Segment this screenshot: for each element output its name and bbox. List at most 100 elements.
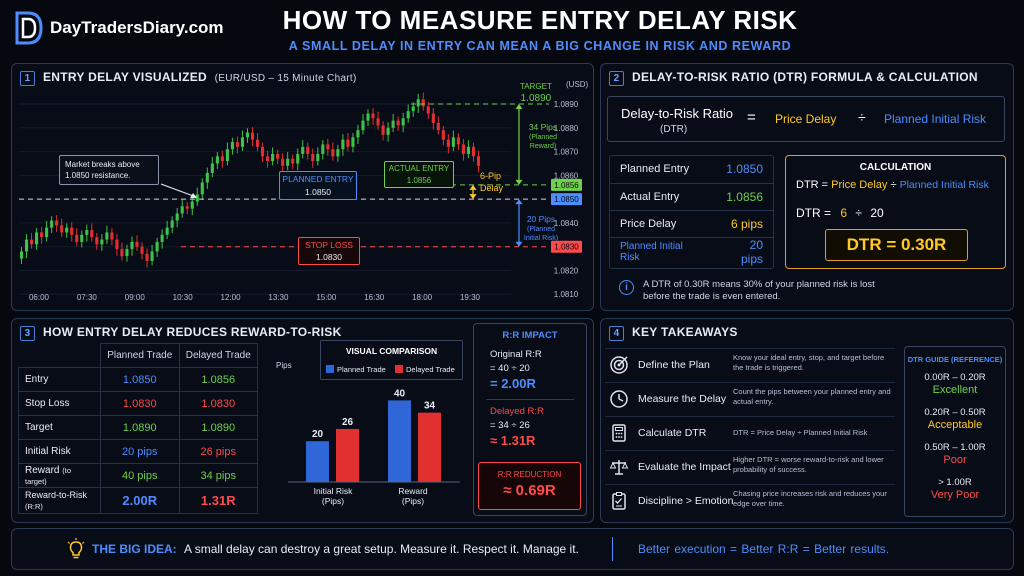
candle bbox=[456, 137, 460, 145]
y-tick-highlight-label: 1.0830 bbox=[554, 243, 579, 252]
candle bbox=[406, 111, 410, 119]
bar bbox=[336, 428, 359, 482]
bar-cat2-line2: (Pips) bbox=[401, 496, 425, 506]
candle bbox=[371, 113, 375, 119]
x-tick-label: 09:00 bbox=[125, 293, 146, 302]
y-tick-highlight-label: 1.0856 bbox=[554, 181, 579, 190]
reward-arrow-head bbox=[515, 104, 523, 110]
candle bbox=[175, 213, 179, 221]
rr-reduction-label: R:R REDUCTION bbox=[497, 470, 562, 479]
dtr-note-line2: before the trade is even entered. bbox=[643, 291, 781, 302]
dtr-note: A DTR of 0.30R means 30% of your planned… bbox=[643, 279, 875, 303]
big-idea-text: A small delay can destroy a great setup.… bbox=[184, 542, 579, 556]
candle bbox=[190, 201, 194, 209]
calculator-icon bbox=[612, 424, 626, 442]
row-note: (R:R) bbox=[25, 501, 43, 511]
takeaway-item: Calculate DTR DTR = Price Delay ÷ Planne… bbox=[605, 416, 895, 450]
annotation-pointer bbox=[160, 183, 197, 198]
delay-arrow-head bbox=[469, 184, 477, 190]
calc-line2: DTR = 6 ÷ 20 bbox=[796, 206, 884, 220]
candle bbox=[95, 237, 99, 245]
candle bbox=[70, 227, 74, 235]
panel3-title: 3 HOW ENTRY DELAY REDUCES REWARD-TO-RISK bbox=[20, 325, 342, 341]
delay-pips-note: Delay bbox=[480, 183, 504, 193]
target-icon bbox=[610, 356, 628, 374]
clock-icon bbox=[610, 390, 628, 408]
risk-pips-value: 20 Pips bbox=[526, 214, 556, 224]
row-label: Planned Initial Risk bbox=[620, 240, 683, 263]
formula-denominator: Planned Initial Risk bbox=[884, 112, 987, 126]
takeaway-item: Evaluate the Impact Higher DTR = worse r… bbox=[605, 450, 895, 484]
candle bbox=[321, 144, 325, 154]
candle bbox=[35, 232, 39, 245]
row-value: 1.0850 bbox=[714, 156, 773, 184]
guide-rating: Excellent bbox=[932, 384, 978, 396]
stop-loss-box: STOP LOSS 1.0830 bbox=[298, 237, 360, 265]
bar-value-label: 34 bbox=[424, 401, 436, 412]
row-label: Planned Entry bbox=[610, 156, 715, 184]
candle bbox=[416, 99, 420, 107]
calc-line1-b: Planned Initial Risk bbox=[899, 179, 989, 191]
takeaway-desc: Count the pips between your planned entr… bbox=[733, 387, 891, 406]
reward-arrow-head bbox=[515, 179, 523, 185]
candle bbox=[255, 139, 260, 147]
legend-delayed-swatch bbox=[395, 365, 403, 373]
candle bbox=[331, 149, 335, 157]
candle bbox=[245, 132, 250, 138]
candle bbox=[90, 230, 94, 238]
formula-divide: ÷ bbox=[858, 109, 866, 125]
lightbulb-icon bbox=[67, 538, 85, 559]
actual-entry-label: ACTUAL ENTRY bbox=[388, 164, 450, 173]
candle bbox=[396, 120, 400, 126]
stop-loss-value: 1.0830 bbox=[316, 252, 342, 262]
rr-divider bbox=[486, 399, 574, 400]
table-row: Price Delay 6 pips bbox=[610, 210, 773, 238]
dtr-note-line1: A DTR of 0.30R means 30% of your planned… bbox=[643, 279, 875, 290]
visual-comparison-box bbox=[320, 340, 463, 380]
x-tick-label: 16:30 bbox=[364, 293, 385, 302]
panel1-heading: ENTRY DELAY VISUALIZED bbox=[43, 70, 207, 84]
guide-entry: 0.50R – 1.00R Poor bbox=[905, 441, 1005, 467]
takeaway-item: Measure the Delay Count the pips between… bbox=[605, 382, 895, 416]
risk-arrow-head bbox=[515, 241, 523, 247]
bar-value-label: 20 bbox=[312, 429, 324, 440]
candle bbox=[45, 227, 49, 238]
reward-pips-value: 34 Pips bbox=[528, 122, 558, 132]
planned-cell: 40 pips bbox=[100, 463, 180, 488]
row-label: Initial Risk bbox=[18, 439, 101, 464]
rr-delayed-calc: = 34 ÷ 26 bbox=[490, 420, 530, 431]
candle bbox=[195, 194, 199, 202]
annotation-pointer-head bbox=[190, 193, 197, 198]
candle bbox=[271, 153, 275, 162]
guide-entry: > 1.00R Very Poor bbox=[905, 476, 1005, 502]
candle bbox=[135, 241, 139, 247]
x-tick-label: 15:00 bbox=[316, 293, 337, 302]
bar-cat2-line1: Reward bbox=[398, 486, 428, 496]
candle bbox=[466, 146, 471, 154]
guide-rating: Poor bbox=[943, 454, 967, 466]
row-label: Entry bbox=[18, 367, 101, 392]
candle bbox=[130, 241, 134, 250]
candle bbox=[286, 158, 290, 166]
planned-cell: 1.0830 bbox=[100, 391, 180, 416]
panel2-heading: DELAY-TO-RISK RATIO (DTR) FORMULA & CALC… bbox=[632, 70, 978, 84]
legend-delayed-label: Delayed Trade bbox=[406, 365, 455, 374]
dtr-result: DTR = 0.30R bbox=[825, 229, 968, 261]
calculation-box bbox=[785, 155, 1006, 269]
calc-line1-op: ÷ bbox=[890, 179, 897, 191]
y-tick-label: 1.0890 bbox=[554, 100, 579, 109]
candle bbox=[250, 132, 255, 140]
guide-rating: Very Poor bbox=[930, 489, 980, 501]
takeaway-item: Define the Plan Know your ideal entry, s… bbox=[605, 348, 895, 382]
row-label-cell: Reward (to target) bbox=[18, 463, 101, 488]
candle bbox=[381, 125, 385, 135]
bar bbox=[418, 412, 441, 482]
calc-line2-op: ÷ bbox=[855, 206, 862, 220]
candle bbox=[471, 146, 476, 157]
dtr-guide: DTR GUIDE (REFERENCE) 0.00R – 0.20R Exce… bbox=[904, 346, 1006, 517]
candle bbox=[291, 158, 295, 164]
bar-cat2-label: Reward (Pips) bbox=[378, 486, 448, 506]
candle bbox=[180, 206, 184, 214]
x-tick-label: 06:00 bbox=[29, 293, 50, 302]
delay-pips-value: 6-Pip bbox=[480, 171, 502, 181]
